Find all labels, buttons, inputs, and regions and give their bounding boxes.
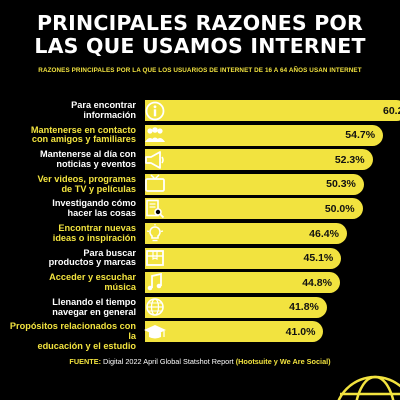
category-label: Para encontrar información (0, 100, 136, 121)
value-label: 46.4% (309, 227, 339, 240)
category-label-line: Mantenerse al día con (40, 149, 136, 160)
category-label-line: Propósitos relacionados con la (9, 321, 136, 342)
megaphone-icon (143, 149, 167, 170)
bar (145, 247, 342, 269)
info-icon (143, 100, 167, 121)
category-label-line: productos y marcas (48, 257, 136, 268)
category-label-line: Llenando el tiempo (52, 296, 136, 307)
category-label-line: noticias y eventos (56, 158, 136, 169)
category-label-line: de TV y películas (61, 183, 136, 194)
category-label-line: hacer las cosas (67, 208, 136, 219)
category-label-line: información (83, 109, 136, 120)
category-label: Investigando cómo hacer las cosas (0, 199, 136, 219)
category-label-line: Encontrar nuevas (58, 223, 136, 233)
document-search-icon (143, 198, 167, 219)
chart-subtitle: RAZONES PRINCIPALES POR LA QUE LOS USUAR… (38, 67, 362, 74)
category-label-line: con amigos y familiares (31, 134, 136, 145)
value-label: 52.3% (334, 153, 365, 166)
bar (145, 321, 324, 343)
tv-icon (143, 174, 167, 195)
category-label-line: Para encontrar (71, 100, 136, 110)
category-label: Mantenerse en contacto con amigos y famil… (0, 124, 136, 146)
bar (145, 100, 400, 121)
graduation-cap-icon (143, 321, 167, 342)
value-label: 41.8% (289, 301, 319, 314)
bar (145, 272, 340, 294)
bar (145, 149, 373, 171)
category-label-line: ideas o inspiración (52, 232, 136, 243)
title-line-1: PRINCIPALES RAZONES POR (36, 11, 364, 35)
source-note: FUENTE: Digital 2022 April Global Statsh… (0, 357, 400, 366)
value-label: 54.7% (345, 129, 376, 142)
category-label: Llenando el tiempo navegar en general (0, 296, 136, 318)
box-icon (143, 248, 167, 269)
category-label-line: Investigando cómo (52, 198, 136, 209)
value-label: 45.1% (303, 252, 334, 265)
bar (145, 223, 347, 244)
value-label: 41.0% (285, 325, 316, 338)
music-note-icon (143, 272, 167, 293)
category-label: Ver videos, programas de TV y películas (0, 173, 136, 195)
category-label-line: Para buscar (83, 247, 136, 258)
value-label: 50.3% (326, 178, 356, 191)
source-label: FUENTE: (69, 357, 102, 366)
lightbulb-icon (143, 223, 167, 244)
category-label: Encontrar nuevas ideas o inspiración (0, 223, 136, 244)
globe-icon (143, 297, 167, 318)
source-org: (Hootsuite y We Are Social) (235, 357, 331, 366)
category-label-line: Mantenerse en contacto (30, 124, 136, 135)
bar (145, 296, 327, 318)
category-label: Para buscar productos y marcas (0, 247, 136, 269)
category-label: Propósitos relacionados con la educación … (0, 322, 136, 351)
bar (145, 198, 363, 220)
category-label-line: música (104, 281, 136, 292)
people-icon (143, 125, 167, 146)
category-label-line: Ver videos, programas (37, 173, 136, 184)
value-label: 50.0% (324, 202, 355, 215)
value-label: 60.2 (383, 104, 400, 117)
category-label: Mantenerse al día con noticias y eventos (0, 149, 136, 170)
bar (145, 124, 384, 146)
chart-title: PRINCIPALES RAZONES POR LAS QUE USAMOS I… (0, 12, 400, 58)
category-label-line: Acceder y escuchar (49, 272, 136, 283)
category-label-line: navegar en general (52, 306, 136, 317)
category-label: Acceder y escuchar música (0, 272, 136, 293)
globe-decoration-icon (337, 375, 400, 400)
title-line-2: LAS QUE USAMOS INTERNET (34, 34, 366, 58)
bar (145, 173, 364, 195)
value-label: 44.8% (302, 276, 332, 289)
source-text: Digital 2022 April Global Statshot Repor… (101, 357, 236, 366)
category-label-line: educación y el estudio (37, 340, 136, 351)
